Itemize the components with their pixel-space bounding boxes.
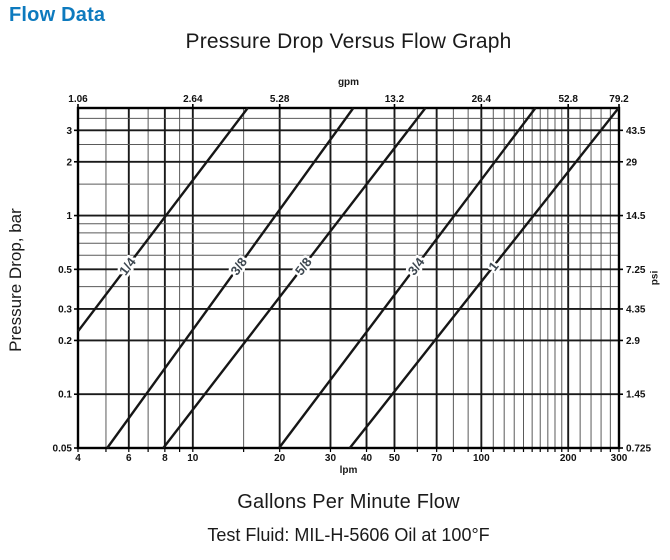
psi-tick-label-0p725: 0.725 bbox=[626, 444, 651, 455]
xtick-label-10: 10 bbox=[187, 453, 199, 464]
bar-tick-label-0p05: 0.05 bbox=[53, 444, 73, 455]
plot-border bbox=[76, 106, 621, 450]
series-label-3-4: 3/4 bbox=[405, 254, 428, 278]
bar-tick-label-1: 1 bbox=[66, 211, 72, 222]
xtick-label-6: 6 bbox=[126, 453, 132, 464]
psi-tick-label-29: 29 bbox=[626, 157, 638, 168]
psi-tick-label-1p45: 1.45 bbox=[626, 390, 646, 401]
series-line-5-8 bbox=[162, 107, 427, 449]
gpm-tick-label-26p4: 26.4 bbox=[472, 94, 492, 105]
bar-tick-label-0p1: 0.1 bbox=[58, 390, 72, 401]
xtick-label-30: 30 bbox=[325, 453, 337, 464]
gpm-tick-label-5p28: 5.28 bbox=[270, 94, 290, 105]
series-label-1-4: 1/4 bbox=[116, 254, 139, 278]
gpm-tick-label-52p8: 52.8 bbox=[558, 94, 578, 105]
psi-tick-label-2p9: 2.9 bbox=[626, 336, 640, 347]
chart-title: Pressure Drop Versus Flow Graph bbox=[185, 30, 512, 53]
xtick-label-200: 200 bbox=[560, 453, 577, 464]
gpm-tick-label-79p2: 79.2 bbox=[609, 94, 629, 105]
xtick-label-100: 100 bbox=[473, 453, 490, 464]
bar-tick-label-3: 3 bbox=[66, 126, 72, 137]
series-line-3-4 bbox=[278, 107, 537, 449]
xtick-label-20: 20 bbox=[274, 453, 286, 464]
xtick-label-50: 50 bbox=[389, 453, 401, 464]
series-label-3-8: 3/8 bbox=[227, 255, 250, 278]
chart-subcaption: Test Fluid: MIL-H-5606 Oil at 100°F bbox=[207, 525, 490, 545]
gpm-tick-label-2p64: 2.64 bbox=[183, 94, 203, 105]
gpm-tick-label-13p2: 13.2 bbox=[385, 94, 405, 105]
psi-tick-label-4p35: 4.35 bbox=[626, 304, 646, 315]
xtick-label-70: 70 bbox=[431, 453, 443, 464]
bottom-axis-unit-label: lpm bbox=[339, 465, 358, 476]
gpm-tick-label-1p06: 1.06 bbox=[68, 94, 88, 105]
top-axis-unit-label: gpm bbox=[337, 77, 360, 88]
xtick-label-4: 4 bbox=[75, 453, 81, 464]
xtick-label-8: 8 bbox=[162, 453, 168, 464]
xtick-label-300: 300 bbox=[611, 453, 628, 464]
psi-tick-label-43p5: 43.5 bbox=[626, 126, 646, 137]
series-line-1 bbox=[348, 107, 620, 449]
bar-tick-label-0p5: 0.5 bbox=[58, 265, 72, 276]
psi-tick-label-7p25: 7.25 bbox=[626, 265, 646, 276]
xtick-label-40: 40 bbox=[361, 453, 373, 464]
series-line-1-4 bbox=[77, 107, 249, 333]
chart-caption: Gallons Per Minute Flow bbox=[237, 491, 460, 513]
page-title: Flow Data bbox=[9, 4, 106, 26]
psi-tick-label-14p5: 14.5 bbox=[626, 211, 646, 222]
bar-tick-label-2: 2 bbox=[66, 157, 72, 168]
bar-tick-label-0p2: 0.2 bbox=[58, 336, 72, 347]
series-label-5-8: 5/8 bbox=[292, 255, 315, 278]
bar-tick-label-0p3: 0.3 bbox=[58, 304, 72, 315]
series-line-3-8 bbox=[106, 107, 355, 449]
